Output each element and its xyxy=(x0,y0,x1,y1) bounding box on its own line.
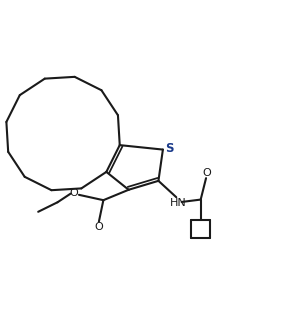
Text: O: O xyxy=(70,188,79,198)
Text: O: O xyxy=(94,222,103,232)
Text: S: S xyxy=(165,141,174,155)
Text: O: O xyxy=(203,168,212,178)
Text: HN: HN xyxy=(170,197,186,208)
